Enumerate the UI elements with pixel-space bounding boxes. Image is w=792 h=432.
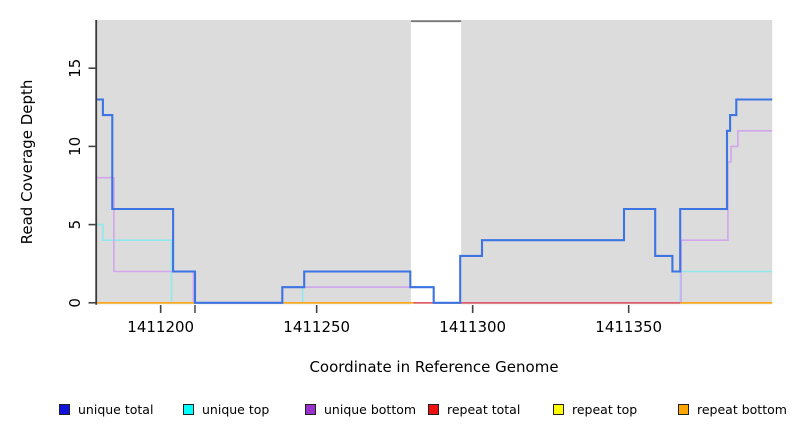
x-tick-label: 1411300 xyxy=(439,318,506,336)
legend-item-unique-bottom: unique bottom xyxy=(305,399,416,419)
y-tick-label: 15 xyxy=(66,59,84,78)
legend-item-unique-top: unique top xyxy=(183,399,269,419)
y-tick-label: 5 xyxy=(66,220,84,230)
axes: 0 5 10 15 1411200 1411250 1411300 1411350 xyxy=(66,20,662,336)
legend-item-repeat-total: repeat total xyxy=(428,399,520,419)
x-tick-label: 1411250 xyxy=(283,318,350,336)
legend-label: repeat bottom xyxy=(697,401,787,417)
unique-bottom-swatch xyxy=(305,403,316,415)
legend-label: unique total xyxy=(78,401,154,417)
coverage-chart: 0 5 10 15 1411200 1411250 1411300 1411350 Coord… xyxy=(18,20,773,376)
x-tick-label: 1411200 xyxy=(127,318,194,336)
series-line-unique-top xyxy=(96,223,773,304)
repeat-bottom-swatch xyxy=(678,403,689,415)
legend: unique total unique top unique bottom re… xyxy=(0,399,792,425)
y-axis-label: Read Coverage Depth xyxy=(18,80,36,245)
legend-label: unique top xyxy=(202,401,270,417)
legend-item-repeat-bottom: repeat bottom xyxy=(678,399,787,419)
plot-bg-left xyxy=(96,20,411,305)
unique-top-swatch xyxy=(183,403,194,415)
plot-background xyxy=(96,20,773,305)
x-tick-label: 1411350 xyxy=(595,318,662,336)
legend-label: unique bottom xyxy=(324,401,417,417)
legend-label: repeat total xyxy=(447,401,521,417)
repeat-total-swatch xyxy=(428,403,439,415)
legend-item-repeat-top: repeat top xyxy=(553,399,637,419)
unique-total-swatch xyxy=(59,403,70,415)
repeat-top-swatch xyxy=(553,403,564,415)
series-line-unique-total xyxy=(96,98,773,304)
x-axis-label: Coordinate in Reference Genome xyxy=(309,358,558,376)
plot-bg-right xyxy=(461,20,773,305)
legend-item-unique-total: unique total xyxy=(59,399,153,419)
series-lines xyxy=(96,98,773,304)
legend-label: repeat top xyxy=(572,401,638,417)
y-tick-label: 10 xyxy=(66,137,84,156)
y-tick-label: 0 xyxy=(66,298,84,308)
